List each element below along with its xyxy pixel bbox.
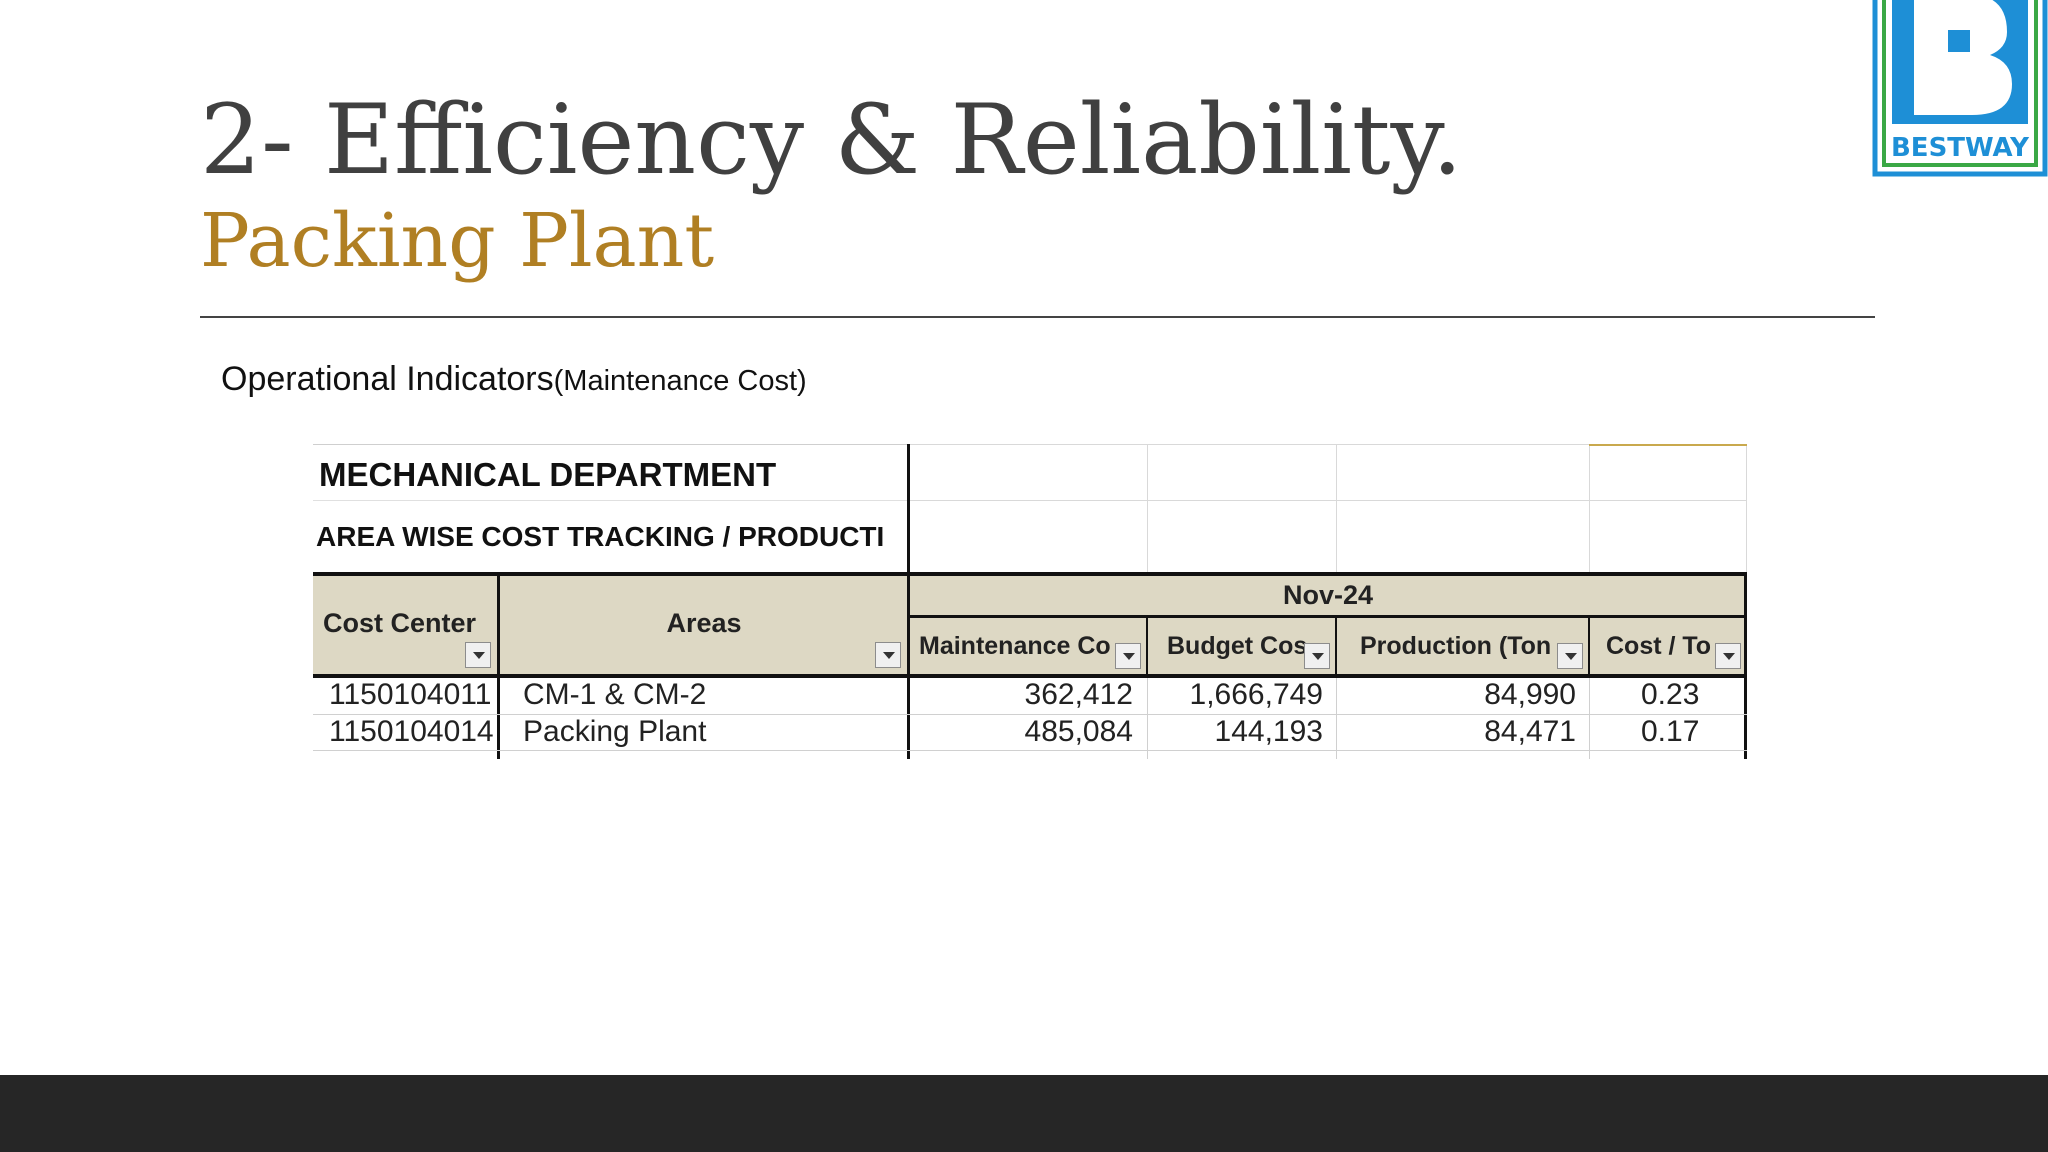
cell-cost-center: 1150104011 [329,678,492,711]
header-maintenance-label: Maintenance Co [919,632,1111,660]
logo-text: BESTWAY [1891,133,2030,163]
header-production-label: Production (Ton [1360,632,1552,660]
cell-production: 84,990 [1484,678,1576,711]
header-budget-label: Budget Cos [1167,632,1308,660]
caption-small: (Maintenance Cost) [553,365,807,397]
cell-maintenance: 485,084 [1024,715,1133,748]
header-production: Production (Ton [1336,617,1589,675]
header-areas: Areas [499,574,909,675]
cell-cost-per-ton: 0.23 [1641,678,1700,711]
header-areas-label: Areas [666,608,742,638]
cell-production: 84,471 [1484,715,1576,748]
header-budget-cost: Budget Cos [1147,617,1336,675]
header-period: Nov-24 [909,574,1747,617]
filter-dropdown-icon[interactable] [465,642,491,668]
filter-dropdown-icon[interactable] [1715,643,1741,669]
cell-area: Packing Plant [523,715,707,748]
filter-dropdown-icon[interactable] [1115,643,1141,669]
department-heading: MECHANICAL DEPARTMENT [319,456,777,493]
bestway-logo: BESTWAY [1872,0,2048,178]
header-cost-center: Cost Center [313,574,499,675]
cell-budget: 1,666,749 [1189,678,1323,711]
filter-active-icon[interactable] [875,642,901,668]
cell-area: CM-1 & CM-2 [523,678,707,711]
slide-subtitle: Packing Plant [200,198,715,284]
cell-budget: 144,193 [1214,715,1323,748]
slide-title: 2- Efficiency & Reliability. [200,84,1463,196]
maintenance-cost-table: MECHANICAL DEPARTMENT AREA WISE COST TRA… [313,444,1747,759]
filter-dropdown-icon[interactable] [1557,643,1583,669]
filter-dropdown-icon[interactable] [1304,643,1330,669]
header-maintenance-cost: Maintenance Co [909,617,1147,675]
footer-bar [0,1075,2048,1152]
cell-cost-center: 1150104014 [329,715,494,748]
header-cost-per-ton-label: Cost / To [1606,632,1712,660]
header-cost-center-label: Cost Center [323,608,477,638]
title-divider [200,316,1875,318]
cell-cost-per-ton: 0.17 [1641,715,1700,748]
header-period-label: Nov-24 [1282,580,1374,610]
header-cost-per-ton: Cost / To [1589,617,1747,675]
caption-main: Operational Indicators [221,360,554,398]
cell-maintenance: 362,412 [1024,678,1133,711]
area-wise-heading: AREA WISE COST TRACKING / PRODUCTI [316,521,885,552]
section-caption: Operational Indicators(Maintenance Cost) [221,360,807,399]
